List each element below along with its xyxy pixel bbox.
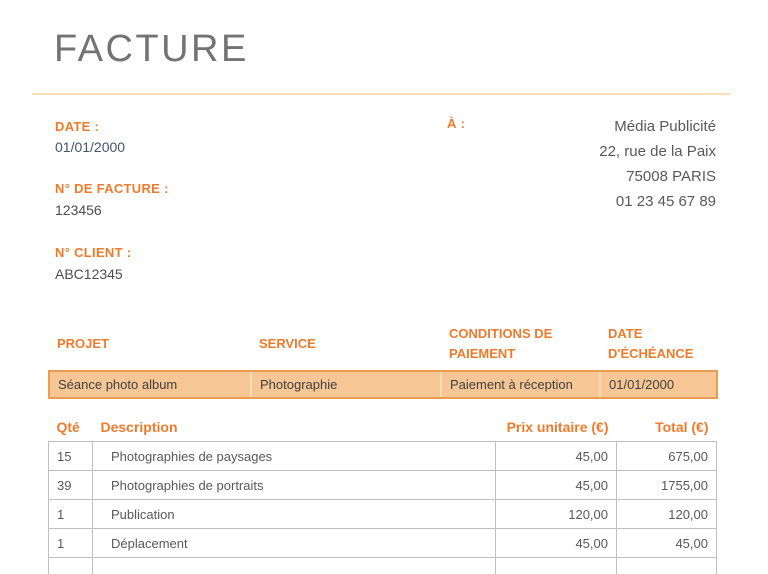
qty-column-header: Qté — [56, 419, 80, 435]
address-line: 75008 PARIS — [626, 168, 716, 185]
total-cell: 675,00 — [616, 441, 717, 471]
project-table-header-row: PROJET SERVICE CONDITIONS DE PAIEMENT DA… — [49, 322, 717, 371]
title-divider — [32, 93, 731, 95]
address-line: Média Publicité — [614, 118, 716, 135]
qty-cell: 1 — [48, 499, 93, 529]
description-cell — [92, 557, 496, 574]
item-row: 39 Photographies de portraits 45,00 1755… — [48, 470, 717, 500]
service-cell: Photographie — [250, 370, 441, 399]
unit-price-cell: 45,00 — [495, 470, 617, 500]
project-cell: Séance photo album — [48, 370, 251, 399]
date-label: DATE : — [55, 119, 100, 134]
description-column-header: Description — [100, 419, 178, 435]
total-cell: 120,00 — [616, 499, 717, 529]
items-table-header-row: Qté Description Prix unitaire (€) Total … — [49, 419, 717, 442]
item-row: 1 Publication 120,00 120,00 — [48, 499, 717, 529]
qty-cell — [48, 557, 93, 574]
date-value: 01/01/2000 — [55, 139, 126, 155]
unit-price-column-header: Prix unitaire (€) — [506, 419, 609, 435]
client-number-value: ABC12345 — [55, 266, 123, 282]
item-row-empty — [48, 557, 717, 574]
service-column-header: SERVICE — [259, 335, 316, 351]
description-cell: Publication — [92, 499, 496, 529]
unit-price-cell: 45,00 — [495, 528, 617, 558]
payment-terms-column-header: CONDITIONS DE PAIEMENT — [449, 325, 553, 361]
due-date-column-header: DATE D'ÉCHÉANCE — [608, 325, 694, 361]
address-line: 01 23 45 67 89 — [615, 193, 716, 210]
total-cell: 45,00 — [616, 528, 717, 558]
invoice-number-value: 123456 — [55, 202, 102, 218]
project-column-header: PROJET — [57, 335, 110, 351]
invoice-number-label: N° DE FACTURE : — [55, 181, 169, 196]
items-table: Qté Description Prix unitaire (€) Total … — [48, 419, 717, 574]
recipient-label: À : — [447, 116, 466, 131]
item-row: 1 Déplacement 45,00 45,00 — [48, 528, 717, 558]
total-cell — [616, 557, 717, 574]
description-cell: Photographies de portraits — [92, 470, 496, 500]
unit-price-cell: 120,00 — [495, 499, 617, 529]
payment-terms-cell: Paiement à réception — [440, 370, 600, 399]
total-cell: 1755,00 — [616, 470, 717, 500]
client-number-label: N° CLIENT : — [55, 245, 132, 260]
qty-cell: 1 — [48, 528, 93, 558]
description-cell: Déplacement — [92, 528, 496, 558]
project-row: Séance photo album Photographie Paiement… — [48, 370, 718, 399]
page-title: FACTURE — [54, 28, 249, 70]
qty-cell: 15 — [48, 441, 93, 471]
total-column-header: Total (€) — [655, 419, 709, 435]
item-row: 15 Photographies de paysages 45,00 675,0… — [48, 441, 717, 471]
unit-price-cell: 45,00 — [495, 441, 617, 471]
due-date-cell: 01/01/2000 — [599, 370, 718, 399]
unit-price-cell — [495, 557, 617, 574]
qty-cell: 39 — [48, 470, 93, 500]
project-table: PROJET SERVICE CONDITIONS DE PAIEMENT DA… — [48, 322, 718, 399]
description-cell: Photographies de paysages — [92, 441, 496, 471]
address-line: 22, rue de la Paix — [599, 143, 716, 160]
recipient-address: Média Publicité 22, rue de la Paix 75008… — [599, 114, 716, 214]
